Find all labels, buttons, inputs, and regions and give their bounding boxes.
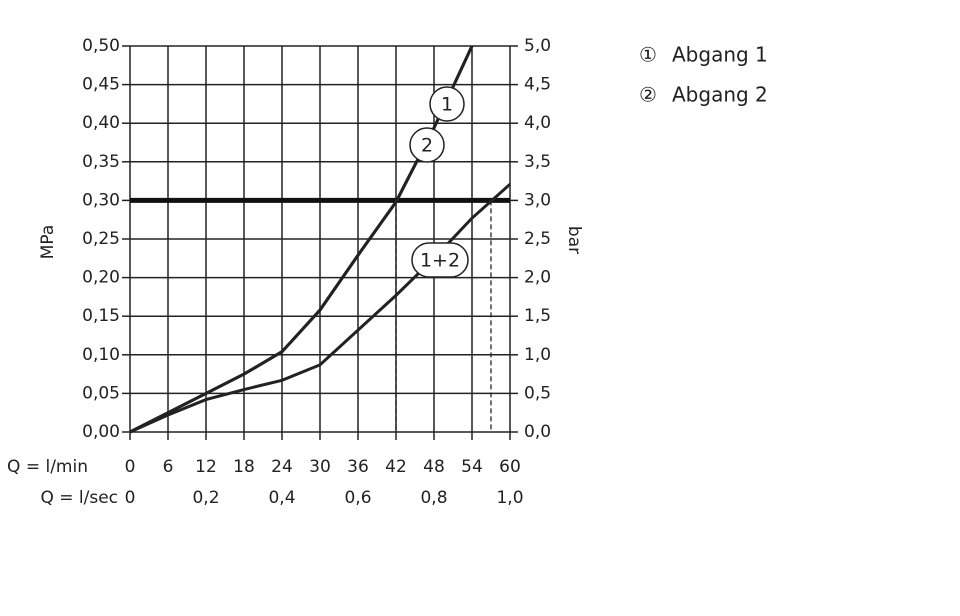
curve-label-box (409, 127, 445, 163)
x-tick-label: 6 (163, 457, 174, 477)
y-tick-label: 0,30 (82, 190, 120, 210)
x2-tick-label: 0,8 (420, 488, 447, 508)
legend-symbol: ① (639, 43, 657, 67)
legend-label: Abgang 1 (672, 43, 768, 67)
y-tick-label: 0,10 (82, 345, 120, 365)
x-tick-label: 60 (499, 457, 521, 477)
y2-tick-label: 2,0 (524, 268, 551, 288)
x-tick-label: 12 (195, 457, 217, 477)
legend-label: Abgang 2 (672, 83, 768, 107)
curve (129, 45, 474, 434)
x-axis-label: Q = l/min (7, 457, 88, 477)
y-tick-label: 0,35 (82, 152, 120, 172)
y-tick-label: 0,20 (82, 268, 120, 288)
y-tick-label: 0,45 (82, 75, 120, 95)
y2-tick-label: 1,0 (524, 345, 551, 365)
curve-label: 2 (421, 135, 433, 157)
curve-label-box (411, 242, 469, 278)
x2-tick-label: 0,6 (344, 488, 371, 508)
x2-axis-label: Q = l/sec (40, 488, 118, 508)
x2-tick-label: 0 (125, 488, 136, 508)
y2-tick-label: 0,5 (524, 383, 551, 403)
x-tick-label: 24 (271, 457, 293, 477)
x2-tick-label: 0,2 (192, 488, 219, 508)
y-tick-label: 0,40 (82, 113, 120, 133)
y-tick-label: 0,05 (82, 383, 120, 403)
y-tick-label: 0,50 (82, 36, 120, 56)
x-tick-label: 42 (385, 457, 407, 477)
y2-tick-label: 3,0 (524, 190, 551, 210)
x2-tick-label: 1,0 (496, 488, 523, 508)
curve-label: 1+2 (420, 250, 460, 272)
x-tick-label: 36 (347, 457, 369, 477)
x-tick-label: 48 (423, 457, 445, 477)
y2-tick-label: 0,0 (524, 422, 551, 442)
y2-tick-label: 4,0 (524, 113, 551, 133)
y-tick-label: 0,00 (82, 422, 120, 442)
y2-tick-label: 5,0 (524, 36, 551, 56)
y2-tick-label: 4,5 (524, 75, 551, 95)
x-tick-label: 0 (125, 457, 136, 477)
y2-tick-label: 1,5 (524, 306, 551, 326)
legend-symbol: ② (639, 83, 657, 107)
x-tick-label: 18 (233, 457, 255, 477)
y2-tick-label: 3,5 (524, 152, 551, 172)
y-tick-label: 0,15 (82, 306, 120, 326)
y-axis-label: MPa (38, 225, 58, 260)
y-tick-label: 0,25 (82, 229, 120, 249)
curve-label: 1 (441, 94, 453, 116)
x-tick-label: 30 (309, 457, 331, 477)
curve-label-box (429, 86, 465, 122)
x2-tick-label: 0,4 (268, 488, 295, 508)
y2-axis-label: bar (564, 226, 584, 254)
y2-tick-label: 2,5 (524, 229, 551, 249)
x-tick-label: 54 (461, 457, 483, 477)
